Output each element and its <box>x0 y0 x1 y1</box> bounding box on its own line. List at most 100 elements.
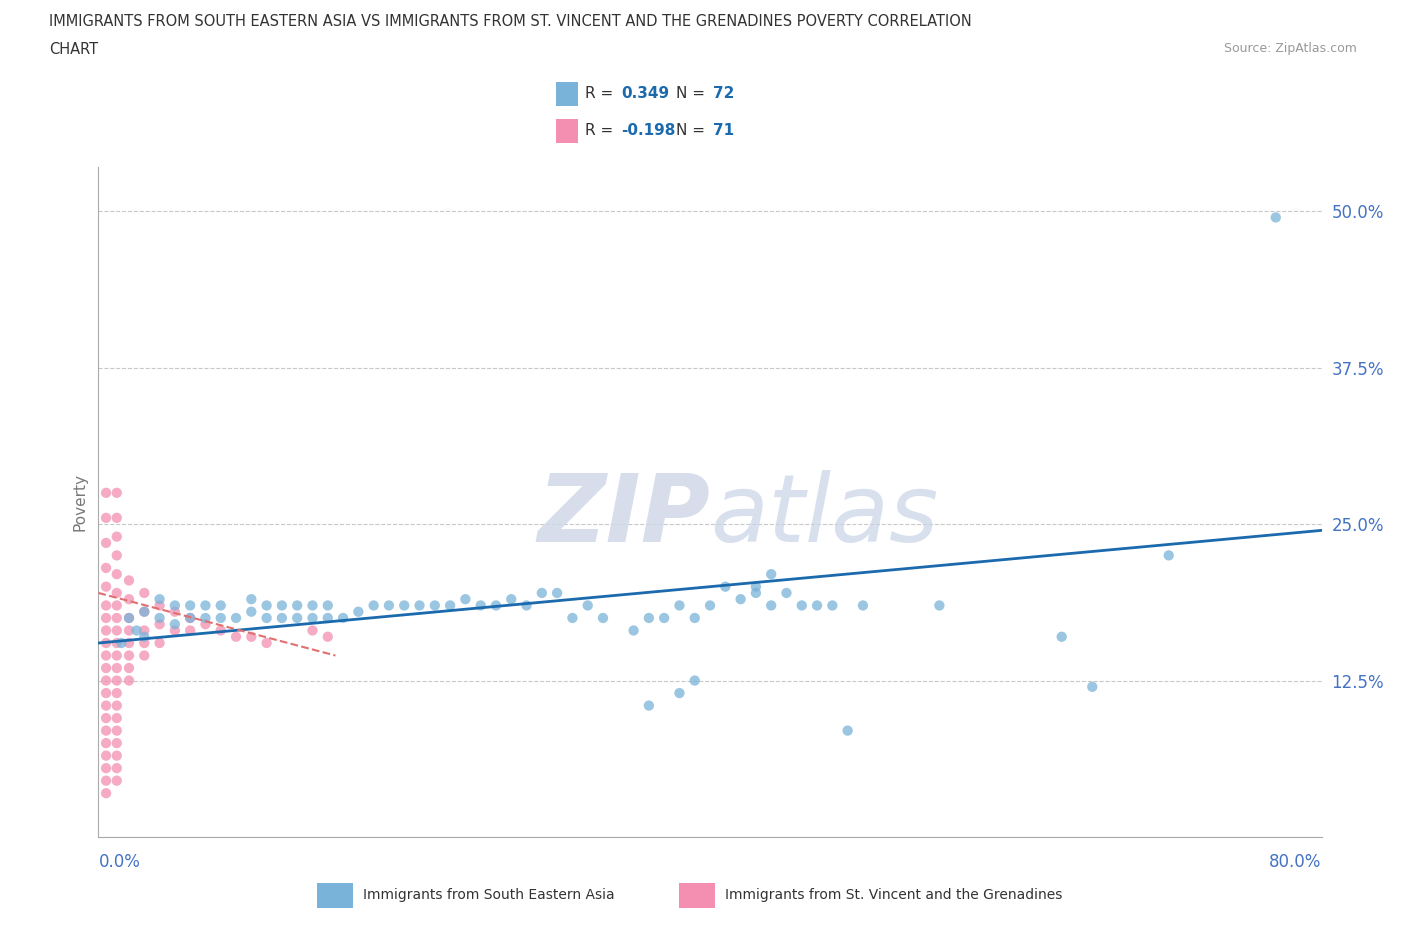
Text: Immigrants from St. Vincent and the Grenadines: Immigrants from St. Vincent and the Gren… <box>725 888 1063 902</box>
Point <box>105 761 128 776</box>
Text: atlas: atlas <box>710 470 938 561</box>
Point <box>270 610 292 625</box>
Point <box>105 623 128 638</box>
Point <box>378 598 401 613</box>
Point <box>94 536 117 551</box>
Point <box>94 511 117 525</box>
Text: R =: R = <box>585 124 619 139</box>
Point <box>668 685 690 700</box>
Text: N =: N = <box>676 124 710 139</box>
Point <box>623 623 645 638</box>
Point <box>240 604 263 619</box>
Point <box>105 711 128 725</box>
Point <box>928 598 950 613</box>
Point <box>149 617 172 631</box>
Point <box>94 660 117 675</box>
Point <box>94 736 117 751</box>
Point <box>105 586 128 601</box>
Text: R =: R = <box>585 86 619 101</box>
Point <box>270 598 292 613</box>
Point <box>105 773 128 788</box>
Text: Immigrants from South Eastern Asia: Immigrants from South Eastern Asia <box>363 888 614 902</box>
Point <box>94 773 117 788</box>
Point <box>118 648 141 663</box>
Point <box>637 610 661 625</box>
Point <box>1050 630 1073 644</box>
Point <box>149 591 172 606</box>
Point <box>745 579 768 594</box>
Text: 72: 72 <box>713 86 734 101</box>
Point <box>94 623 117 638</box>
Point <box>105 736 128 751</box>
Point <box>105 673 128 688</box>
Point <box>194 617 217 631</box>
Point <box>852 598 875 613</box>
Point <box>105 648 128 663</box>
Point <box>806 598 828 613</box>
Point <box>316 598 339 613</box>
Bar <box>555 83 578 106</box>
Point <box>576 598 599 613</box>
Point <box>105 749 128 764</box>
Point <box>94 724 117 738</box>
Point <box>134 623 156 638</box>
Point <box>347 604 370 619</box>
Point <box>118 573 141 588</box>
Point <box>485 598 508 613</box>
Point <box>790 598 813 613</box>
Text: IMMIGRANTS FROM SOUTH EASTERN ASIA VS IMMIGRANTS FROM ST. VINCENT AND THE GRENAD: IMMIGRANTS FROM SOUTH EASTERN ASIA VS IM… <box>49 14 972 29</box>
Point <box>652 610 675 625</box>
Point <box>225 610 247 625</box>
Text: 80.0%: 80.0% <box>1270 853 1322 870</box>
Point <box>179 610 201 625</box>
Point <box>470 598 492 613</box>
Point <box>439 598 461 613</box>
Point <box>530 586 553 601</box>
Point <box>105 511 128 525</box>
Point <box>592 610 614 625</box>
Point <box>118 635 141 650</box>
Point <box>256 610 278 625</box>
Point <box>285 610 308 625</box>
Point <box>683 673 706 688</box>
Point <box>637 698 661 713</box>
Point <box>149 635 172 650</box>
Point <box>316 630 339 644</box>
Point <box>134 630 156 644</box>
Point <box>775 586 797 601</box>
Point <box>94 761 117 776</box>
Point <box>118 610 141 625</box>
Y-axis label: Poverty: Poverty <box>72 473 87 531</box>
Point <box>179 623 201 638</box>
Point <box>194 610 217 625</box>
Point <box>730 591 752 606</box>
Point <box>163 604 186 619</box>
Point <box>94 698 117 713</box>
Point <box>256 598 278 613</box>
Point <box>316 610 339 625</box>
Point <box>256 635 278 650</box>
Text: ZIP: ZIP <box>537 470 710 562</box>
Point <box>134 604 156 619</box>
Text: 71: 71 <box>713 124 734 139</box>
Point <box>118 591 141 606</box>
Point <box>134 648 156 663</box>
Text: CHART: CHART <box>49 42 98 57</box>
Bar <box>318 883 353 908</box>
Point <box>837 724 859 738</box>
Point <box>423 598 446 613</box>
Point <box>821 598 844 613</box>
Point <box>105 724 128 738</box>
Point <box>194 598 217 613</box>
Point <box>225 630 247 644</box>
Point <box>94 749 117 764</box>
Point <box>209 598 232 613</box>
Text: 0.0%: 0.0% <box>98 853 141 870</box>
Point <box>285 598 308 613</box>
Point <box>149 610 172 625</box>
Point <box>209 610 232 625</box>
Point <box>301 598 323 613</box>
Point <box>163 623 186 638</box>
Point <box>105 485 128 500</box>
Point <box>149 598 172 613</box>
